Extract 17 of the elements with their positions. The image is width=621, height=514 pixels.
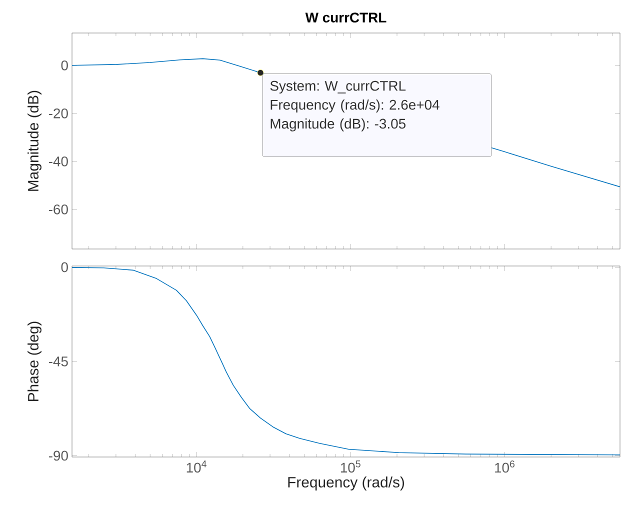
y-tick-label: 0 xyxy=(61,262,68,272)
annotation: System: W_currCTRL xyxy=(270,80,406,94)
y-tick-label: 0 xyxy=(61,60,68,70)
y-axis-title: Magnitude (dB) xyxy=(28,90,42,191)
y-axis-title: Phase (deg) xyxy=(28,322,42,401)
chart-title: W currCTRL xyxy=(305,12,386,23)
annotation: Magnitude (dB): -3.05 xyxy=(270,118,406,132)
x-tick-label: 10$^{5}$ xyxy=(340,460,360,473)
y-tick-label: -20 xyxy=(48,108,68,118)
x-tick-label: 10$^{6}$ xyxy=(495,460,515,473)
y-tick-label: -45 xyxy=(48,356,68,366)
x-tick-label: 10$^{4}$ xyxy=(186,460,206,473)
x-axis-title: Frequency (rad/s) xyxy=(288,476,404,490)
annotation: Frequency (rad/s): 2.6e+04 xyxy=(270,99,440,112)
y-tick-label: -40 xyxy=(48,156,68,166)
y-tick-label: -60 xyxy=(48,204,68,214)
y-tick-label: -90 xyxy=(48,450,68,461)
